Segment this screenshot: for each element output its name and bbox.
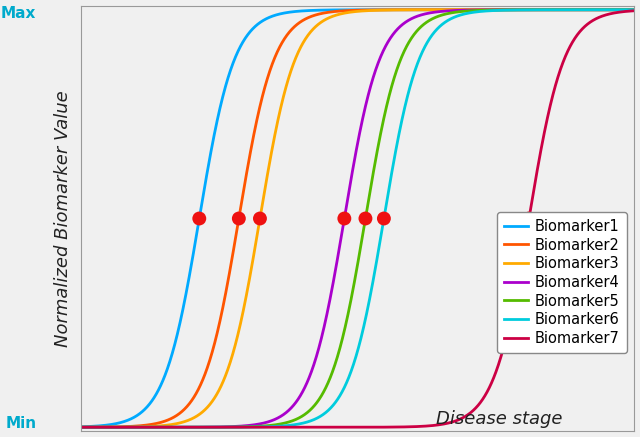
Biomarker1 [614,7,622,12]
Biomarker1 [332,7,339,13]
Biomarker4 [614,7,622,12]
Biomarker3 [513,7,520,12]
Biomarker4 [332,269,339,274]
Point [524,215,534,222]
Biomarker1 [513,7,520,12]
Biomarker3 [346,10,354,15]
Biomarker2 [614,7,622,12]
Biomarker1 [614,7,622,12]
Point [234,215,244,222]
Y-axis label: Normalized Biomarker Value: Normalized Biomarker Value [54,90,72,347]
Biomarker5 [332,361,339,366]
Biomarker4 [614,7,622,12]
Biomarker7 [630,8,638,14]
Biomarker2 [346,8,354,13]
Biomarker4 [346,183,354,188]
Biomarker3 [630,7,638,12]
Biomarker1 [346,7,354,12]
Line: Biomarker4: Biomarker4 [81,10,634,427]
Biomarker1 [105,422,113,427]
Biomarker2 [105,424,113,430]
Biomarker6 [614,7,622,12]
Biomarker5 [614,7,622,12]
Biomarker7 [513,286,520,291]
Biomarker6 [614,7,622,12]
Biomarker3 [105,425,113,430]
Biomarker5 [105,425,113,430]
Point [194,215,204,222]
Biomarker2 [77,425,84,430]
Biomarker5 [346,302,354,308]
Biomarker3 [614,7,622,12]
Text: Max: Max [1,6,36,21]
Biomarker1 [77,424,84,430]
Text: Disease stage: Disease stage [436,410,563,428]
Biomarker5 [513,7,520,12]
Line: Biomarker7: Biomarker7 [81,11,634,427]
Biomarker5 [614,7,622,12]
Point [379,215,389,222]
Biomarker2 [332,9,339,14]
Biomarker6 [346,372,354,377]
Biomarker7 [614,10,622,15]
Biomarker7 [614,10,622,15]
Line: Biomarker6: Biomarker6 [81,10,634,427]
Biomarker2 [513,7,520,12]
Point [339,215,349,222]
Biomarker7 [346,425,354,430]
Biomarker6 [77,425,84,430]
Biomarker3 [614,7,622,12]
Biomarker6 [332,400,339,405]
Line: Biomarker3: Biomarker3 [81,10,634,427]
Biomarker2 [630,7,638,12]
Biomarker7 [105,425,113,430]
Biomarker5 [630,7,638,12]
Biomarker4 [105,425,113,430]
Legend: Biomarker1, Biomarker2, Biomarker3, Biomarker4, Biomarker5, Biomarker6, Biomarke: Biomarker1, Biomarker2, Biomarker3, Biom… [497,212,627,353]
Line: Biomarker2: Biomarker2 [81,10,634,427]
Biomarker6 [630,7,638,12]
Point [360,215,371,222]
Biomarker4 [77,425,84,430]
Biomarker6 [513,7,520,13]
Biomarker2 [614,7,622,12]
Biomarker3 [77,425,84,430]
Biomarker7 [332,425,339,430]
Biomarker5 [77,425,84,430]
Biomarker4 [513,7,520,12]
Text: Min: Min [5,416,36,431]
Biomarker7 [77,425,84,430]
Biomarker1 [630,7,638,12]
Biomarker4 [630,7,638,12]
Biomarker3 [332,13,339,18]
Line: Biomarker1: Biomarker1 [81,10,634,427]
Line: Biomarker5: Biomarker5 [81,10,634,427]
Point [255,215,265,222]
Biomarker6 [105,425,113,430]
